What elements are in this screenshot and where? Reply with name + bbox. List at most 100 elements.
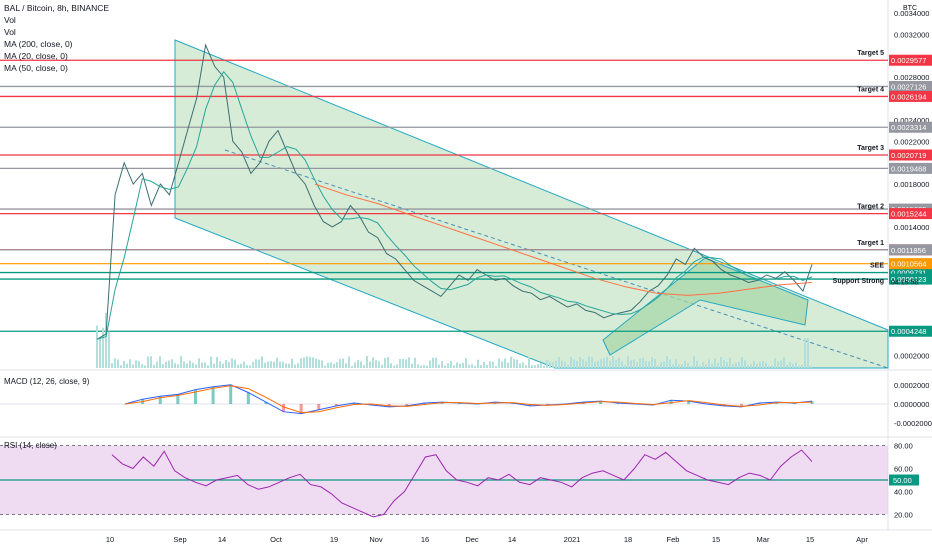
level-price-box <box>889 208 932 220</box>
volume-bar <box>714 358 716 368</box>
time-tick-label: 14 <box>218 535 226 544</box>
macd-histogram-bar <box>511 403 515 404</box>
volume-bar <box>471 364 473 368</box>
volume-bar <box>135 360 137 368</box>
volume-bar <box>186 363 188 368</box>
volume-bar <box>723 360 725 368</box>
volume-bar <box>360 361 362 368</box>
volume-bar <box>303 357 305 368</box>
volume-bar <box>726 362 728 368</box>
indicator-label[interactable]: MA (50, close, 0) <box>4 63 68 73</box>
volume-bar <box>561 360 563 368</box>
indicator-label[interactable]: Vol <box>4 15 16 25</box>
volume-bar <box>750 364 752 368</box>
volume-bar <box>384 358 386 368</box>
macd-histogram-bar <box>334 404 338 406</box>
volume-bar <box>588 356 590 368</box>
macd-histogram-bar <box>546 404 550 405</box>
macd-histogram-bar <box>616 403 620 404</box>
rsi-tick-label: 80.00 <box>894 442 913 451</box>
rsi-tick-label: 40.00 <box>894 488 913 497</box>
time-tick-label: Mar <box>757 535 770 544</box>
volume-bar <box>528 357 530 368</box>
level-price-box <box>889 244 932 256</box>
volume-bar <box>534 365 536 368</box>
volume-bar <box>228 361 230 368</box>
volume-bar <box>351 365 353 368</box>
volume-bar <box>204 362 206 368</box>
volume-bar <box>498 358 500 368</box>
countdown-label: 04:15:58 <box>891 280 918 287</box>
target-label: SEE <box>870 263 884 270</box>
level-price-box <box>889 149 932 161</box>
volume-bar <box>486 364 488 368</box>
volume-bar <box>288 363 290 368</box>
volume-bar <box>174 363 176 368</box>
price-tick-label: 0.0018000 <box>894 180 929 189</box>
volume-bar <box>366 356 368 368</box>
volume-bar <box>270 361 272 368</box>
time-tick-label: 16 <box>421 535 429 544</box>
volume-bar <box>432 357 434 368</box>
volume-bar <box>627 356 629 368</box>
indicator-label[interactable]: MA (200, close, 0) <box>4 39 73 49</box>
volume-bar <box>783 356 785 368</box>
time-tick-label: 14 <box>508 535 516 544</box>
volume-bar <box>426 365 428 368</box>
volume-bar <box>780 360 782 368</box>
volume-bar <box>744 360 746 368</box>
volume-bar <box>537 364 539 368</box>
volume-bar <box>129 359 131 368</box>
level-price-box <box>889 80 932 92</box>
time-tick-label: 15 <box>806 535 814 544</box>
volume-bar <box>294 364 296 368</box>
volume-bar <box>417 364 419 368</box>
macd-histogram-bar <box>352 403 356 404</box>
volume-bar <box>501 361 503 368</box>
volume-bar <box>120 365 122 368</box>
level-price-label: 0.0009731 <box>891 269 926 278</box>
macd-tick-label: 0.0000000 <box>894 400 929 409</box>
volume-bar <box>156 361 158 368</box>
volume-bar <box>672 364 674 368</box>
volume-bar <box>225 359 227 368</box>
volume-bar <box>669 359 671 368</box>
volume-bar <box>468 364 470 368</box>
volume-bar <box>96 325 98 368</box>
volume-bar <box>678 364 680 368</box>
volume-bar <box>429 360 431 368</box>
volume-bar <box>597 361 599 368</box>
time-tick-label: Oct <box>270 535 283 544</box>
current-price-label: 0.0010564 <box>891 260 926 269</box>
volume-bar <box>540 362 542 368</box>
indicator-label[interactable]: MA (20, close, 0) <box>4 51 68 61</box>
volume-bar <box>213 363 215 368</box>
volume-bar <box>609 360 611 368</box>
volume-bar <box>504 358 506 368</box>
macd-histogram-bar <box>282 404 286 412</box>
volume-bar <box>690 365 692 368</box>
chart-title[interactable]: BAL / Bitcoin, 8h, BINANCE <box>4 3 110 13</box>
volume-bar <box>276 357 278 368</box>
volume-bar <box>114 358 116 368</box>
volume-bar <box>741 357 743 368</box>
volume-bar <box>699 365 701 368</box>
volume-bar <box>132 364 134 368</box>
volume-bar <box>717 362 719 368</box>
macd-histogram-bar <box>193 389 197 404</box>
volume-bar <box>657 365 659 368</box>
macd-histogram-bar <box>264 402 268 404</box>
volume-bar <box>222 363 224 368</box>
macd-histogram-bar <box>740 404 744 407</box>
volume-bar <box>282 361 284 368</box>
volume-bar <box>747 365 749 368</box>
volume-bar <box>807 338 809 368</box>
indicator-label[interactable]: Vol <box>4 27 16 37</box>
volume-bar <box>636 362 638 368</box>
volume-bar <box>273 361 275 368</box>
volume-bar <box>315 358 317 368</box>
volume-bar <box>789 361 791 368</box>
volume-bar <box>522 362 524 368</box>
